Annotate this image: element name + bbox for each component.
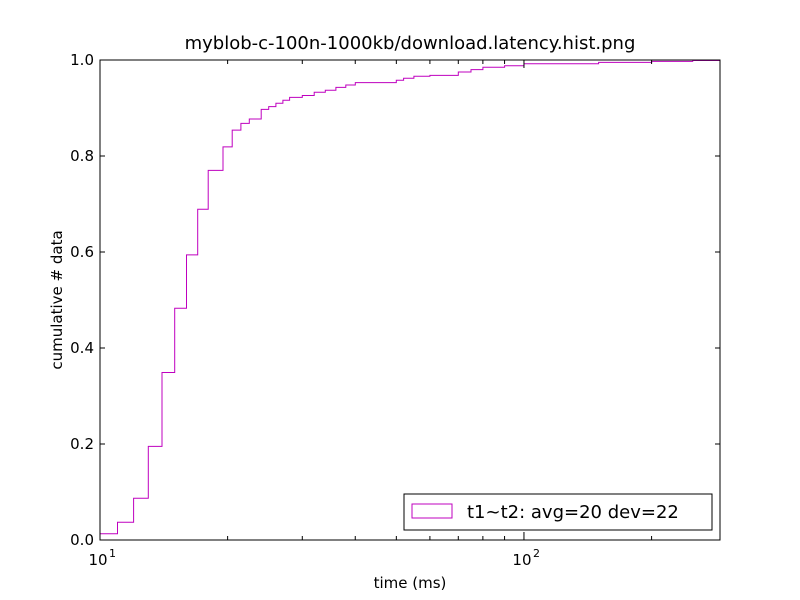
legend: t1~t2: avg=20 dev=22 xyxy=(403,493,713,531)
y-axis-label: cumulative # data xyxy=(48,230,66,369)
y-tick-label: 1.0 xyxy=(70,51,94,69)
plot-area xyxy=(100,60,720,540)
plot-frame xyxy=(99,59,721,541)
x-tick-label-base: 10 xyxy=(88,551,107,569)
series-layer xyxy=(100,60,721,535)
series-line-0 xyxy=(100,60,721,535)
legend-label: t1~t2: avg=20 dev=22 xyxy=(467,502,679,523)
x-axis-label: time (ms) xyxy=(374,574,447,592)
x-tick-label: 10 1 xyxy=(88,547,116,569)
y-tick-label: 0.2 xyxy=(70,435,94,453)
y-tick-label: 0.6 xyxy=(70,243,94,261)
legend-box xyxy=(403,493,713,531)
x-tick-label-exponent: 2 xyxy=(533,547,540,560)
y-tick-label: 0.8 xyxy=(70,147,94,165)
y-tick-label: 0.0 xyxy=(70,531,94,549)
x-tick-label: 10 2 xyxy=(512,547,540,569)
y-tick-label: 0.4 xyxy=(70,339,94,357)
chart-title: myblob-c-100n-1000kb/download.latency.hi… xyxy=(185,33,636,54)
x-tick-label-base: 10 xyxy=(512,551,531,569)
x-tick-label-exponent: 1 xyxy=(109,547,116,560)
legend-swatch xyxy=(411,503,453,519)
